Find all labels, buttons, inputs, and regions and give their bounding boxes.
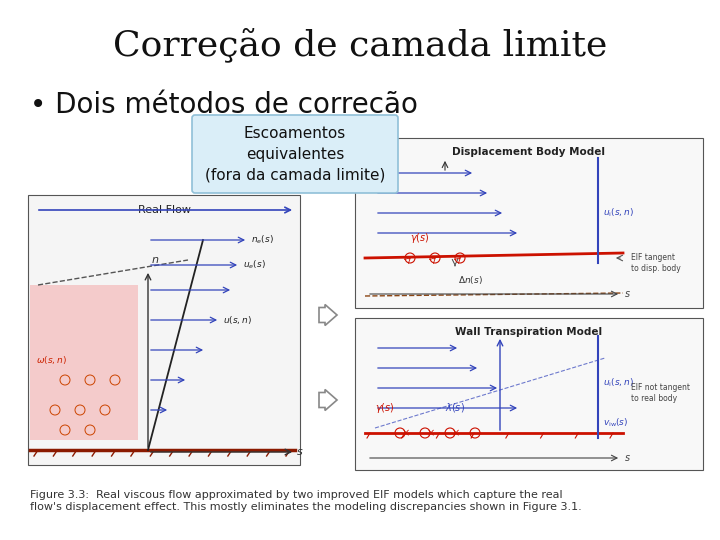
- Bar: [30, 285, 138, 440]
- Text: Escoamentos
equivalentes
(fora da camada limite): Escoamentos equivalentes (fora da camada…: [204, 125, 385, 183]
- Text: EIF not tangent
to real body: EIF not tangent to real body: [631, 383, 690, 403]
- FancyBboxPatch shape: [192, 115, 398, 193]
- Text: Wall Transpiration Model: Wall Transpiration Model: [456, 327, 603, 337]
- Text: s: s: [297, 447, 302, 457]
- Bar: [355, 318, 703, 470]
- Text: $\Delta n(s)$: $\Delta n(s)$: [458, 274, 482, 286]
- Text: $\gamma(s)$: $\gamma(s)$: [410, 231, 430, 245]
- Text: $n_e(s)$: $n_e(s)$: [251, 234, 274, 246]
- Text: $\times$: $\times$: [400, 428, 410, 438]
- Text: n: n: [152, 255, 159, 265]
- Text: $u_\mathrm{i}(s,n)$: $u_\mathrm{i}(s,n)$: [603, 207, 634, 219]
- Text: $\times$: $\times$: [451, 428, 459, 438]
- FancyArrow shape: [319, 389, 337, 410]
- Text: Displacement Body Model: Displacement Body Model: [452, 147, 606, 157]
- Bar: [355, 138, 703, 308]
- Text: $v_\mathrm{iw}(s)$: $v_\mathrm{iw}(s)$: [603, 417, 629, 429]
- Text: $\lambda(s)$: $\lambda(s)$: [445, 402, 465, 415]
- Text: Figure 3.3:  Real viscous flow approximated by two improved EIF models which cap: Figure 3.3: Real viscous flow approximat…: [30, 490, 582, 511]
- Text: $\omega(s,n)$: $\omega(s,n)$: [36, 354, 67, 366]
- FancyArrow shape: [319, 305, 337, 326]
- Text: $\gamma(s)$: $\gamma(s)$: [375, 401, 395, 415]
- Bar: [28, 195, 300, 465]
- Text: s: s: [625, 289, 630, 299]
- Text: EIF tangent
to disp. body: EIF tangent to disp. body: [631, 253, 680, 273]
- Text: Real Flow: Real Flow: [138, 205, 191, 215]
- Text: $u_\mathrm{i}(s,n)$: $u_\mathrm{i}(s,n)$: [603, 377, 634, 389]
- Text: Correção de camada limite: Correção de camada limite: [113, 28, 607, 62]
- Text: $u(s,n)$: $u(s,n)$: [223, 314, 252, 326]
- Text: s: s: [625, 453, 630, 463]
- Text: $\times$: $\times$: [426, 428, 434, 438]
- Text: • Dois métodos de correcão: • Dois métodos de correcão: [30, 91, 418, 119]
- Text: $u_e(s)$: $u_e(s)$: [243, 259, 266, 271]
